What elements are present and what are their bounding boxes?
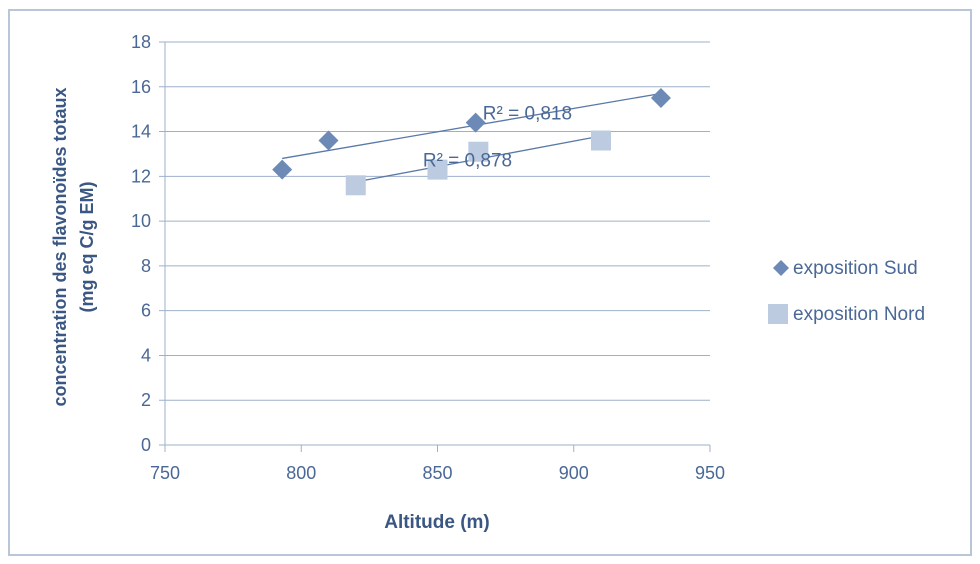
y-tick-label: 0	[141, 435, 151, 455]
chart-border	[8, 9, 972, 556]
r2-labels: R² = 0,818 R² = 0,878	[423, 104, 572, 172]
y-tick-labels: 0 2 4 6 8 10 12 14 16 18	[131, 32, 151, 455]
data-point-sud	[272, 159, 293, 180]
y-axis-label: concentration des flavonoïdes totaux (mg…	[50, 87, 97, 406]
y-axis-label-line1: concentration des flavonoïdes totaux	[50, 87, 70, 406]
data-point-sud	[650, 87, 671, 108]
y-tick-label: 2	[141, 390, 151, 410]
x-axis-label: Altitude (m)	[384, 512, 490, 533]
y-axis-label-line2: (mg eq C/g EM)	[77, 182, 97, 313]
legend-square-icon	[768, 304, 788, 324]
y-tick-label: 14	[131, 122, 151, 142]
legend-diamond-icon	[773, 260, 789, 276]
y-tick-label: 16	[131, 77, 151, 97]
y-tick-label: 10	[131, 211, 151, 231]
y-tick-label: 6	[141, 301, 151, 321]
legend-label-sud: exposition Sud	[793, 258, 918, 279]
y-tick-label: 4	[141, 345, 151, 365]
x-tick-label: 900	[559, 463, 589, 483]
x-tick-label: 850	[422, 463, 452, 483]
y-tick-label: 12	[131, 166, 151, 186]
data-point-sud	[318, 130, 339, 151]
r2-label-sud: R² = 0,818	[483, 104, 572, 125]
data-point-nord	[591, 130, 611, 151]
y-tick-label: 18	[131, 32, 151, 52]
data-point-sud	[465, 112, 486, 133]
data-point-nord	[427, 159, 448, 180]
data-point-nord	[468, 141, 489, 162]
legend-label-nord: exposition Nord	[793, 304, 925, 325]
x-tick-label: 750	[150, 463, 180, 483]
x-tick-label: 950	[695, 463, 725, 483]
x-tick-label: 800	[286, 463, 316, 483]
y-tick-label: 8	[141, 256, 151, 276]
x-tick-labels: 750 800 850 900 950	[150, 463, 725, 483]
r2-label-nord: R² = 0,878	[423, 151, 512, 172]
data-points	[272, 87, 671, 196]
data-point-nord	[345, 175, 366, 196]
legend-item-nord: exposition Nord	[768, 304, 925, 325]
legend: exposition Sud exposition Nord	[768, 258, 925, 325]
legend-item-sud: exposition Sud	[773, 258, 918, 279]
axes	[164, 42, 711, 452]
